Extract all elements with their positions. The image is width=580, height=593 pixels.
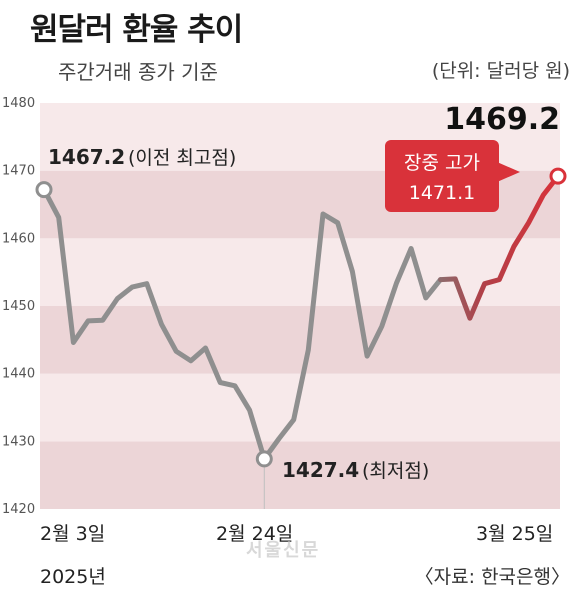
y-tick-1430: 1430 xyxy=(2,434,35,449)
band-1450 xyxy=(40,238,560,306)
series-line-gray xyxy=(41,187,443,462)
prev-high-label: (이전 최고점) xyxy=(128,147,236,169)
point-first xyxy=(35,181,53,199)
series-lines xyxy=(41,173,561,462)
source-label: 〈자료: 한국은행〉 xyxy=(414,566,570,588)
x-label-year: 2025년 xyxy=(40,566,106,588)
y-tick-1420: 1420 xyxy=(2,502,35,517)
y-tick-1470: 1470 xyxy=(2,164,35,179)
series-markers xyxy=(35,167,567,468)
chart-subtitle: 주간거래 종가 기준 xyxy=(58,60,218,84)
x-label-mar25: 3월 25일 xyxy=(476,523,553,545)
band-1440 xyxy=(40,306,560,374)
last-value: 1469.2 xyxy=(444,102,560,137)
series-line-red xyxy=(438,173,561,321)
chart-title: 원달러 환율 추이 xyxy=(30,12,243,48)
x-label-feb24: 2월 24일 xyxy=(216,523,293,545)
annotations: 1467.2 (이전 최고점) 1427.4 (최저점) 1469.2 장중 고… xyxy=(48,102,560,482)
y-tick-1450: 1450 xyxy=(2,299,35,314)
y-tick-1460: 1460 xyxy=(2,231,35,246)
y-tick-1480: 1480 xyxy=(2,96,35,111)
intraday-value: 1471.1 xyxy=(409,182,475,204)
watermark: 서울신문 xyxy=(246,540,321,561)
low-label: (최저점) xyxy=(362,460,429,482)
point-low xyxy=(255,450,273,468)
point-last xyxy=(549,167,567,185)
x-axis-labels: 2월 3일 2025년 2월 24일 3월 25일 xyxy=(40,523,553,588)
x-label-feb3: 2월 3일 xyxy=(40,523,105,545)
y-axis-ticks: 1420 1430 1440 1450 1460 1470 1480 xyxy=(2,96,35,517)
intraday-high-callout: 장중 고가 1471.1 xyxy=(385,140,520,212)
prev-high-value: 1467.2 xyxy=(48,145,125,169)
band-1420 xyxy=(40,441,560,509)
y-tick-1440: 1440 xyxy=(2,367,35,382)
low-value: 1427.4 xyxy=(282,458,359,482)
intraday-label: 장중 고가 xyxy=(404,152,480,174)
unit-label: (단위: 달러당 원) xyxy=(431,60,570,82)
